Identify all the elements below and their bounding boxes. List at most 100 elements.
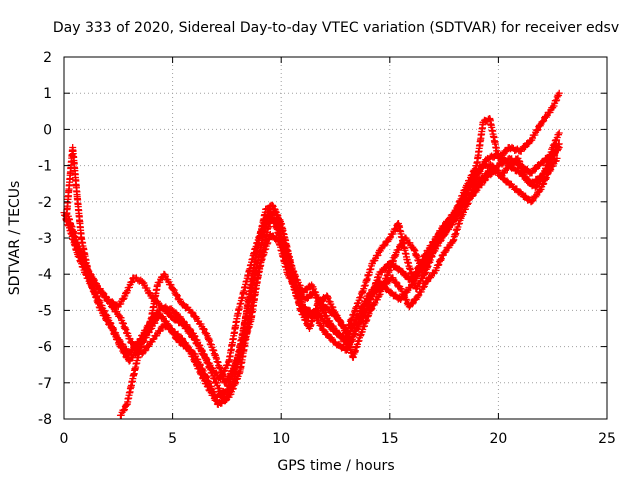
interpolated-marker [532,170,547,191]
interpolated-marker [458,195,473,219]
interpolated-marker [389,274,404,291]
interpolated-marker [502,177,517,191]
interpolated-marker [76,247,91,272]
interpolated-marker [170,315,186,328]
interpolated-marker [182,341,200,367]
interpolated-marker [358,307,374,336]
data-point-marker [169,285,177,293]
interpolated-marker [517,138,534,155]
interpolated-marker [115,294,128,308]
x-axis-title: GPS time / hours [277,458,394,474]
x-tick-label: 15 [381,431,399,447]
interpolated-marker [549,131,563,149]
interpolated-marker [226,369,243,399]
interpolated-marker [539,104,556,125]
interpolated-marker [319,307,334,328]
interpolated-marker [419,253,434,274]
data-point-marker [536,187,544,195]
interpolated-marker [323,292,339,316]
interpolated-marker [541,145,556,175]
chart-title: Day 333 of 2020, Sidereal Day-to-day VTE… [53,20,619,36]
y-tick-label: -4 [38,267,52,283]
interpolated-marker [471,164,486,182]
interpolated-marker [69,146,81,196]
interpolated-marker [204,334,219,360]
interpolated-marker [349,331,365,361]
interpolated-marker [549,91,563,110]
x-tick-label: 5 [168,431,177,447]
interpolated-marker [243,245,259,285]
interpolated-marker [267,232,282,244]
interpolated-marker [454,192,469,212]
interpolated-marker [449,214,465,244]
interpolated-marker [87,278,104,312]
interpolated-marker [380,275,395,288]
interpolated-marker [147,282,161,323]
interpolated-marker [139,279,154,298]
y-tick-label: -1 [38,159,52,175]
interpolated-marker [275,240,291,276]
interpolated-marker [384,251,400,276]
data-point-marker [116,343,124,351]
data-point-marker [553,154,561,162]
interpolated-marker [473,119,487,167]
interpolated-marker [406,293,421,309]
interpolated-marker [393,236,408,254]
interpolated-marker [204,383,221,408]
interpolated-marker [369,246,384,265]
interpolated-marker [404,258,419,290]
interpolated-marker [222,367,237,385]
interpolated-marker [108,325,124,349]
data-point-marker [297,306,305,314]
interpolated-marker [367,293,382,314]
y-tick-label: -8 [38,412,52,428]
data-point-marker [386,234,394,242]
interpolated-marker [139,318,154,342]
interpolated-marker [511,185,525,197]
data-point-marker [453,205,461,213]
interpolated-marker [252,222,267,252]
interpolated-marker [96,286,113,306]
interpolated-marker [424,269,438,285]
interpolated-marker [445,206,460,224]
y-tick-label: -3 [38,231,52,247]
interpolated-marker [169,286,184,306]
interpolated-marker [236,307,255,374]
interpolated-marker [285,272,300,292]
interpolated-marker [195,320,211,338]
interpolated-marker [322,330,338,346]
interpolated-marker [441,239,456,256]
data-point-marker [95,285,103,293]
interpolated-marker [98,306,115,331]
y-tick-label: 2 [43,50,52,66]
interpolated-marker [193,362,211,388]
interpolated-marker [352,287,367,312]
data-point-marker [531,183,539,191]
interpolated-marker [180,322,197,341]
interpolated-marker [302,290,317,302]
interpolated-marker [360,260,376,290]
interpolated-marker [271,208,287,238]
interpolated-marker [213,387,230,401]
series-trace [67,154,561,409]
interpolated-marker [73,193,85,241]
interpolated-marker [148,310,163,332]
interpolated-marker [413,271,428,292]
data-point-marker [192,361,200,369]
interpolated-marker [545,157,560,175]
data-series [60,89,563,419]
interpolated-marker [128,339,145,356]
interpolated-marker [225,312,241,364]
data-point-marker [292,285,300,293]
y-tick-label: 0 [43,122,52,138]
interpolated-marker [107,299,124,320]
interpolated-marker [345,321,361,350]
x-tick-label: 10 [272,431,290,447]
data-point-marker [555,129,563,137]
y-tick-label: 1 [43,86,52,102]
interpolated-marker [463,178,478,197]
interpolated-marker [378,236,393,251]
interpolated-marker [123,372,137,408]
